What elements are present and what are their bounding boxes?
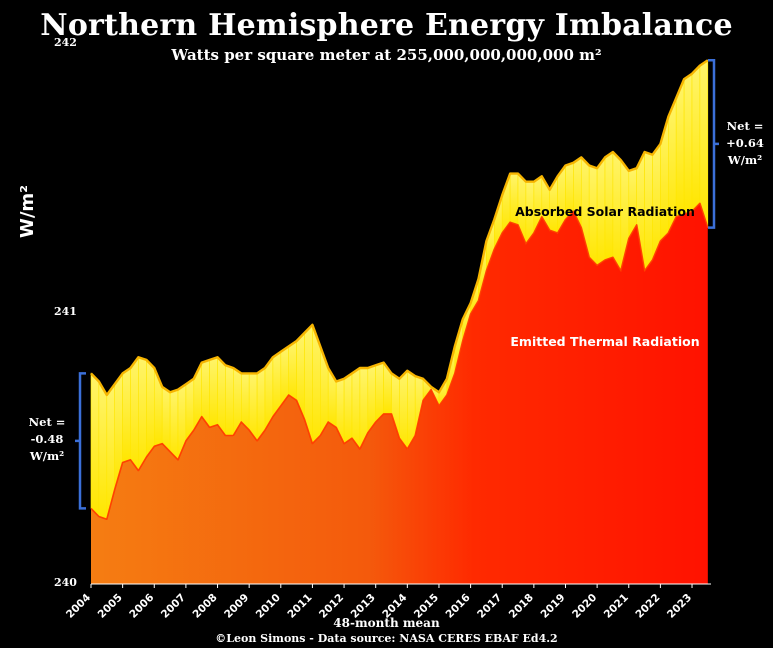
absorbed-surplus-band: [225, 364, 234, 436]
net-left-line3: W/m²: [29, 449, 65, 463]
net-right-line2: +0.64: [726, 136, 764, 150]
net-left-label: Net = -0.48 W/m²: [18, 414, 76, 465]
net-right-line1: Net =: [726, 119, 764, 133]
absorbed-surplus-band: [161, 386, 171, 453]
absorbed-solar-line: [90, 59, 709, 397]
absorbed-surplus-band: [146, 359, 155, 459]
net-right-label: Net = +0.64 W/m²: [717, 118, 773, 169]
absorbed-surplus-band: [256, 367, 266, 442]
absorbed-surplus-band: [217, 356, 226, 437]
absorbed-surplus-band: [691, 64, 701, 213]
net-left-bracket: [75, 372, 86, 510]
absorbed-surplus-band: [683, 73, 693, 215]
absorbed-surplus-band: [675, 78, 685, 218]
absorbed-surplus-band: [90, 372, 100, 518]
absorbed-surplus-band: [288, 340, 297, 401]
y-tick-242: 242: [54, 36, 77, 49]
chart-subtitle: Watts per square meter at 255,000,000,00…: [171, 46, 602, 64]
net-right-line3: W/m²: [727, 153, 763, 167]
absorbed-surplus-band: [660, 116, 669, 242]
absorbed-surplus-band: [399, 369, 408, 450]
data-source-credit: ©Leon Simons - Data source: NASA CERES E…: [215, 632, 558, 645]
absorbed-surplus-band: [241, 373, 250, 431]
y-tick-240: 240: [54, 576, 77, 589]
emitted-thermal-label: Emitted Thermal Radiation: [510, 334, 699, 349]
emitted-thermal-area: [91, 203, 708, 585]
absorbed-surplus-band: [98, 380, 108, 520]
net-left-line1: Net =: [28, 415, 66, 429]
absorbed-surplus-band: [209, 356, 218, 428]
net-right-bracket: [708, 58, 719, 229]
net-left-line2: -0.48: [30, 432, 64, 446]
absorbed-surplus-band: [351, 367, 361, 450]
x-axis-label: 48-month mean: [333, 616, 440, 630]
absorbed-surplus-band: [130, 356, 139, 472]
chart-title: Northern Hemisphere Energy Imbalance: [40, 8, 733, 43]
absorbed-surplus-band: [122, 367, 131, 463]
absorbed-surplus-band: [375, 362, 384, 423]
absorbed-surplus-band: [169, 389, 179, 461]
absorbed-solar-label: Absorbed Solar Radiation: [515, 204, 695, 219]
absorbed-surplus-band: [699, 59, 709, 228]
emitted-thermal-line: [90, 202, 709, 520]
y-tick-241: 241: [54, 305, 77, 318]
absorbed-surplus-band: [138, 356, 147, 472]
absorbed-surplus-band: [343, 372, 353, 445]
